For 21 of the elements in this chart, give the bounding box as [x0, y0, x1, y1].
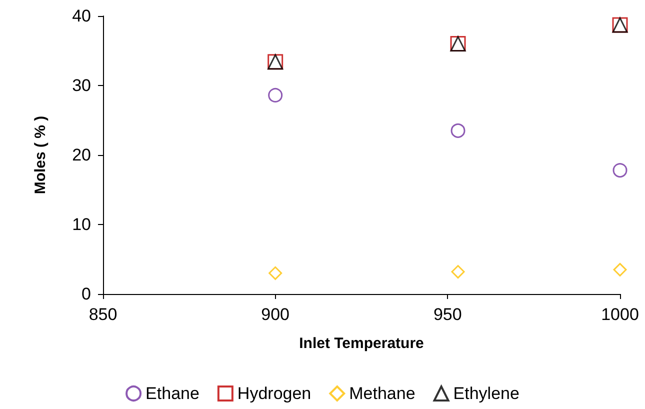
- x-tick-label: 1000: [601, 305, 639, 324]
- y-tick-label: 30: [72, 76, 91, 95]
- point: [450, 123, 466, 138]
- point: [613, 262, 627, 276]
- point: [268, 266, 282, 280]
- x-tick-label: 950: [433, 305, 462, 324]
- x-tick-label: 850: [88, 305, 118, 324]
- legend-label: Ethane: [146, 384, 200, 403]
- x-axis-title: Inlet Temperature: [299, 335, 424, 352]
- legend-label: Methane: [349, 384, 416, 403]
- point: [268, 88, 283, 102]
- y-tick-label: 0: [82, 284, 91, 304]
- y-axis-title: Moles ( % ): [32, 116, 49, 194]
- y-tick-label: 20: [72, 146, 91, 164]
- y-tick-label: 10: [72, 215, 91, 234]
- legend-label: Ethylene: [453, 384, 520, 403]
- point: [612, 163, 628, 178]
- legend-label: Hydrogen: [237, 384, 312, 403]
- y-tick-label: 40: [72, 6, 91, 26]
- x-tick-label: 900: [261, 305, 290, 324]
- point: [451, 265, 465, 279]
